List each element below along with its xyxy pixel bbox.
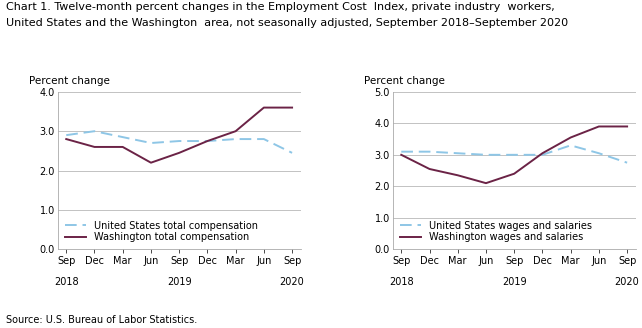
Text: Percent change: Percent change [29,75,110,86]
Text: 2020: 2020 [280,277,304,287]
Text: 2018: 2018 [389,277,413,287]
Text: 2018: 2018 [54,277,78,287]
Text: United States and the Washington  area, not seasonally adjusted, September 2018–: United States and the Washington area, n… [6,18,569,28]
Text: 2019: 2019 [502,277,526,287]
Text: Chart 1. Twelve-month percent changes in the Employment Cost  Index, private ind: Chart 1. Twelve-month percent changes in… [6,2,555,11]
Text: Percent change: Percent change [363,75,444,86]
Legend: United States total compensation, Washington total compensation: United States total compensation, Washin… [63,218,260,244]
Text: 2020: 2020 [615,277,639,287]
Legend: United States wages and salaries, Washington wages and salaries: United States wages and salaries, Washin… [397,218,594,244]
Text: Source: U.S. Bureau of Labor Statistics.: Source: U.S. Bureau of Labor Statistics. [6,315,198,325]
Text: 2019: 2019 [167,277,191,287]
